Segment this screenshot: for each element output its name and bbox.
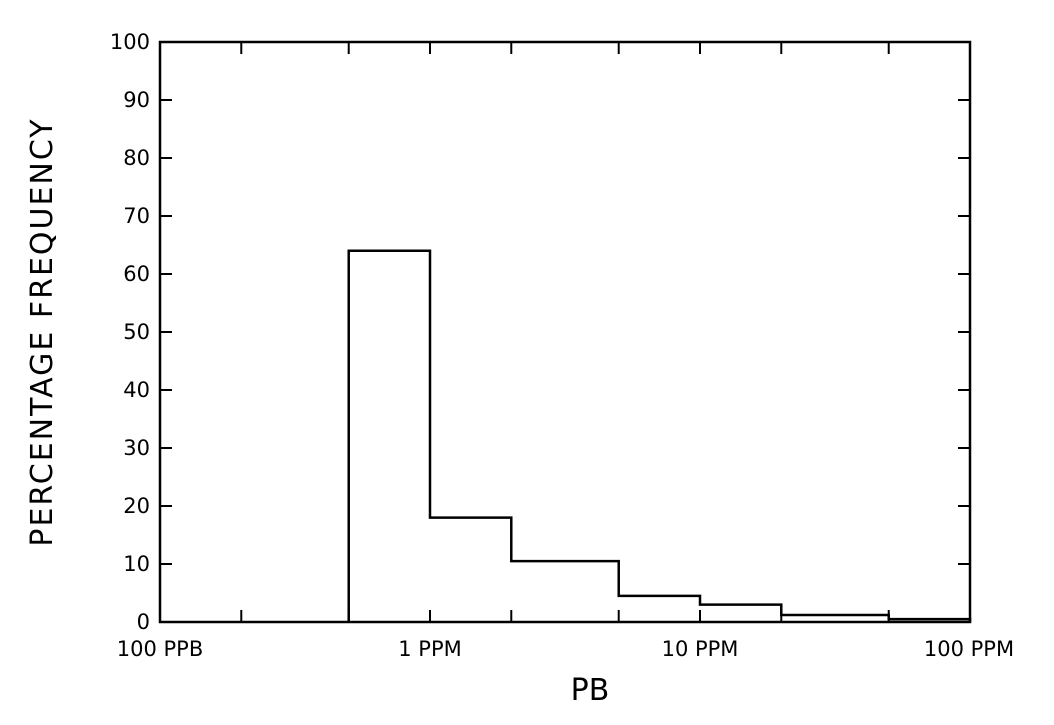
y-tick-label: 100 xyxy=(110,30,150,54)
x-tick-label: 100 PPM xyxy=(924,637,1014,661)
y-tick-label: 40 xyxy=(123,378,150,402)
histogram-bar xyxy=(619,596,700,622)
histogram-bar xyxy=(700,605,781,622)
histogram-outline xyxy=(347,249,972,622)
histogram-bar xyxy=(349,251,430,622)
y-tick-label: 60 xyxy=(123,262,150,286)
plot-frame xyxy=(158,40,972,624)
y-tick-label: 0 xyxy=(137,610,150,634)
y-tick-label: 20 xyxy=(123,494,150,518)
y-tick-label: 80 xyxy=(123,146,150,170)
x-tick-label: 100 PPB xyxy=(117,637,204,661)
histogram-bars xyxy=(349,251,970,622)
x-tick-label: 1 PPM xyxy=(398,637,461,661)
histogram-bar xyxy=(511,561,618,622)
y-tick-label: 50 xyxy=(123,320,150,344)
histogram-bar xyxy=(430,518,511,622)
y-tick-label: 10 xyxy=(123,552,150,576)
x-tick-label: 10 PPM xyxy=(662,637,739,661)
y-tick-label: 30 xyxy=(123,436,150,460)
x-axis-title: PB xyxy=(571,673,610,708)
x-axis: 100 PPB 1 PPM 10 PPM 100 PPM xyxy=(117,42,1014,661)
y-axis-title: PERCENTAGE FREQUENCY xyxy=(25,117,60,546)
y-tick-label: 70 xyxy=(123,204,150,228)
y-tick-label: 90 xyxy=(123,88,150,112)
y-axis: 0 10 20 30 40 50 60 70 80 90 100 xyxy=(110,30,970,634)
